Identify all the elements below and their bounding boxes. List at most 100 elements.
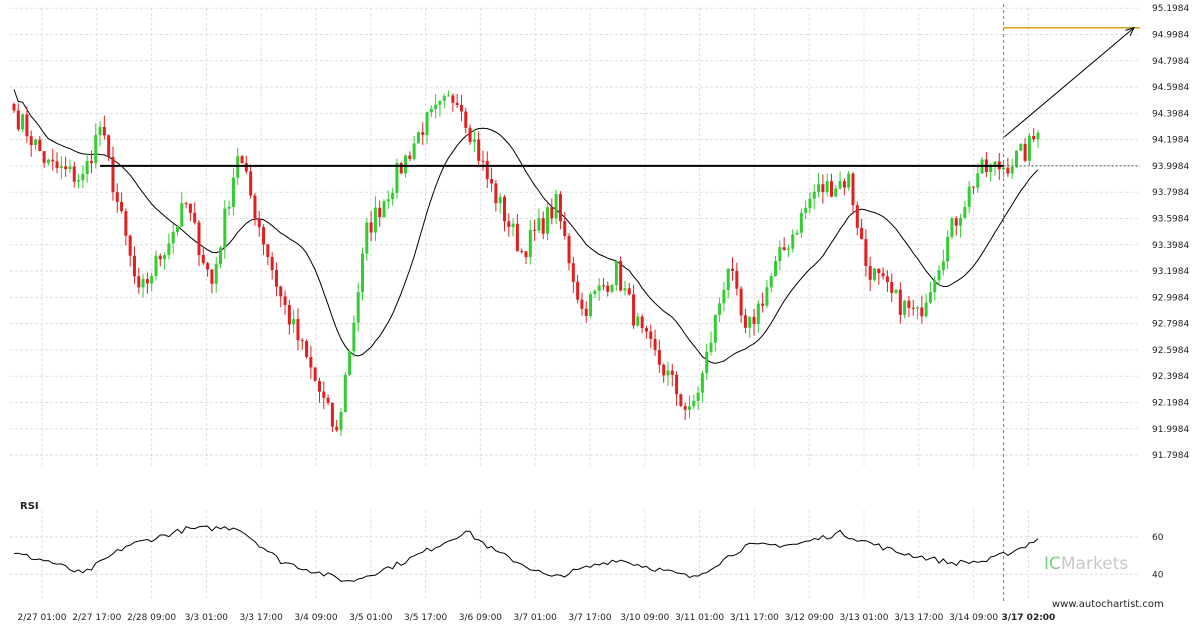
candle [515,213,519,252]
candle [42,151,46,168]
candle [705,343,709,381]
moving-average [13,89,1039,364]
candle [520,248,524,254]
candle [804,200,808,219]
price-tick-label: 94.5984 [1152,83,1189,93]
candle [1019,142,1023,152]
candle [507,213,511,237]
target-level [1003,26,1140,138]
candle [339,408,343,436]
candle [292,309,296,334]
candle [115,183,119,214]
logo-prefix: IC [1044,554,1061,574]
candle [554,189,558,225]
candle [791,229,795,253]
candle [657,339,661,373]
candle [928,281,932,305]
candle [713,314,717,352]
candle [434,93,438,119]
time-tick-label: 3/7 17:00 [568,613,612,623]
candle [571,256,575,293]
candle [825,173,829,197]
time-tick-label: 3/13 01:00 [839,613,888,623]
candle [223,200,227,259]
time-tick-label: 2/28 09:00 [127,613,176,623]
candle [141,273,145,298]
price-tick-label: 92.1984 [1152,398,1189,408]
time-tick-label: 3/6 09:00 [459,613,503,623]
candle [649,324,653,348]
forecast-arrow-head [1125,26,1135,36]
candle [860,218,864,240]
candle [59,156,63,180]
candle [34,138,38,150]
website-url: www.autochartist.com [1052,599,1164,610]
candle [627,282,631,296]
price-tick-label: 92.9984 [1152,293,1189,303]
price-tick-label: 93.3984 [1152,241,1189,251]
candle [451,93,455,112]
candle [1027,133,1031,166]
candle [158,253,162,267]
rsi-tick-label: 40 [1152,570,1164,580]
candle [610,283,614,294]
candle [950,217,954,239]
candle [743,308,747,333]
candle [903,299,907,319]
candle [438,100,442,117]
candle [330,402,334,433]
candle [416,131,420,144]
candle [683,402,687,420]
candle [993,161,997,176]
time-tick-label: 3/7 01:00 [514,613,558,623]
candle [812,184,816,210]
candle [184,201,188,209]
candle [193,202,197,225]
candle [128,234,132,267]
candle [916,305,920,320]
candle [640,314,644,334]
candle [386,190,390,209]
candle [550,198,554,225]
candle [593,289,597,298]
candle [877,268,881,285]
price-tick-label: 92.7984 [1152,320,1189,330]
candle [700,370,704,403]
candle [201,246,205,266]
candle [653,329,657,356]
candle [709,331,713,356]
candle [580,292,584,316]
candle [842,178,846,196]
candle [55,152,59,174]
candle [343,372,347,413]
time-tick-label: 3/3 01:00 [185,613,229,623]
candle [662,363,666,383]
candle [666,361,670,386]
candle [12,102,16,113]
candle [399,161,403,175]
candle [373,196,377,241]
candle [64,156,68,177]
rsi-panel: RSI 60 40 [13,501,1164,582]
time-axis: 2/27 01:00 2/27 17:00 2/28 09:00 3/3 01:00 3… [17,613,1055,623]
candle [614,260,618,291]
candle [352,315,356,357]
candle [584,301,588,323]
candle [558,191,562,230]
candle [188,203,192,222]
time-tick-label: 3/17 02:00 [1001,613,1055,623]
candle [378,200,382,227]
candle [25,106,29,143]
candle [296,308,300,351]
candle [1006,157,1010,177]
candle [21,113,25,133]
candle [132,246,136,284]
candle [533,219,537,241]
candle [597,278,601,302]
time-tick-label: 3/5 01:00 [349,613,393,623]
candle [442,93,446,109]
candle [270,252,274,280]
candle [227,200,231,216]
time-tick-label: 3/10 09:00 [620,613,669,623]
